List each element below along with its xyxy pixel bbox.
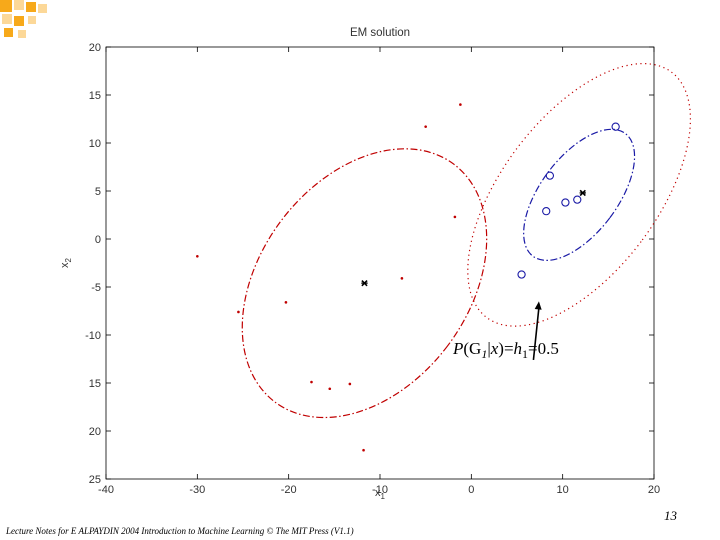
annotation-arrow-line [532,307,540,361]
red-dot-point [459,103,462,106]
axes: -40 -30 -20 -10 0 10 20 20 15 10 5 0 -5 -10 15 20 25 x1 x2 [59,42,660,501]
blue-circle-point [545,171,555,180]
y-tick-label: 15 [89,378,101,390]
cluster-ellipse-3 [467,62,692,327]
red-dot-point [237,310,240,314]
blue-circle-point [517,270,526,279]
red-dot-point [328,387,332,391]
x-axis-label: x1 [375,487,386,501]
red-dot-point [453,215,457,219]
blue-circle-point [561,198,570,207]
corner-decoration [0,0,47,38]
deco-square [38,4,47,13]
x-tick-label: -20 [281,484,297,496]
x-tick-label: -40 [98,484,114,496]
red-dot-point [362,448,365,452]
deco-square [26,2,36,12]
y-tick-label: 20 [89,426,101,438]
red-dot-point [196,254,199,258]
deco-square [28,16,36,24]
x-tick-label: 0 [468,484,474,496]
deco-square [2,14,12,24]
annotation-text: P(G1|x)=h1=0.5 [452,339,559,361]
blue-circle-point [542,207,551,216]
cluster-ellipse-1 [241,148,488,419]
blue-circle-point [611,122,620,131]
annotation-arrow-head [534,301,542,310]
y-axis-label: x2 [59,257,73,268]
deco-square [14,16,24,26]
x-tick-label: -30 [189,484,205,496]
deco-square [4,28,13,37]
y-tick-label: -10 [85,330,101,342]
ellipses-layer [241,62,692,419]
page-number: 13 [664,508,677,523]
x-tick-label: 20 [648,484,660,496]
y-tick-label: 20 [89,42,101,54]
red-dot-point [310,380,313,384]
deco-square [0,0,12,12]
centroids-layer [361,189,586,287]
cluster-ellipse-2 [523,128,636,261]
centroid-marker [361,279,368,287]
chart-title: EM solution [350,27,410,39]
y-tick-label: 5 [95,186,101,198]
deco-square [14,0,24,10]
x-tick-label: 10 [557,484,569,496]
deco-square [18,30,26,38]
red-dot-point [424,125,427,128]
centroid-marker [579,189,586,197]
y-tick-label: 0 [95,234,101,246]
y-tick-label: 15 [89,90,101,102]
x-tick-label: -10 [372,484,388,496]
blue-circle-point [573,195,582,204]
red-dot-point [284,301,288,304]
plot-frame [105,46,655,480]
red-dot-point [400,277,404,280]
y-tick-label: 25 [89,474,101,486]
footer-note: Lecture Notes for E ALPAYDIN 2004 Introd… [6,526,354,536]
annotation: P(G1|x)=h1=0.5 [452,301,559,361]
points-layer [196,103,620,452]
y-tick-label: 10 [89,138,101,150]
red-dot-point [348,382,352,386]
y-tick-label: -5 [91,282,101,294]
